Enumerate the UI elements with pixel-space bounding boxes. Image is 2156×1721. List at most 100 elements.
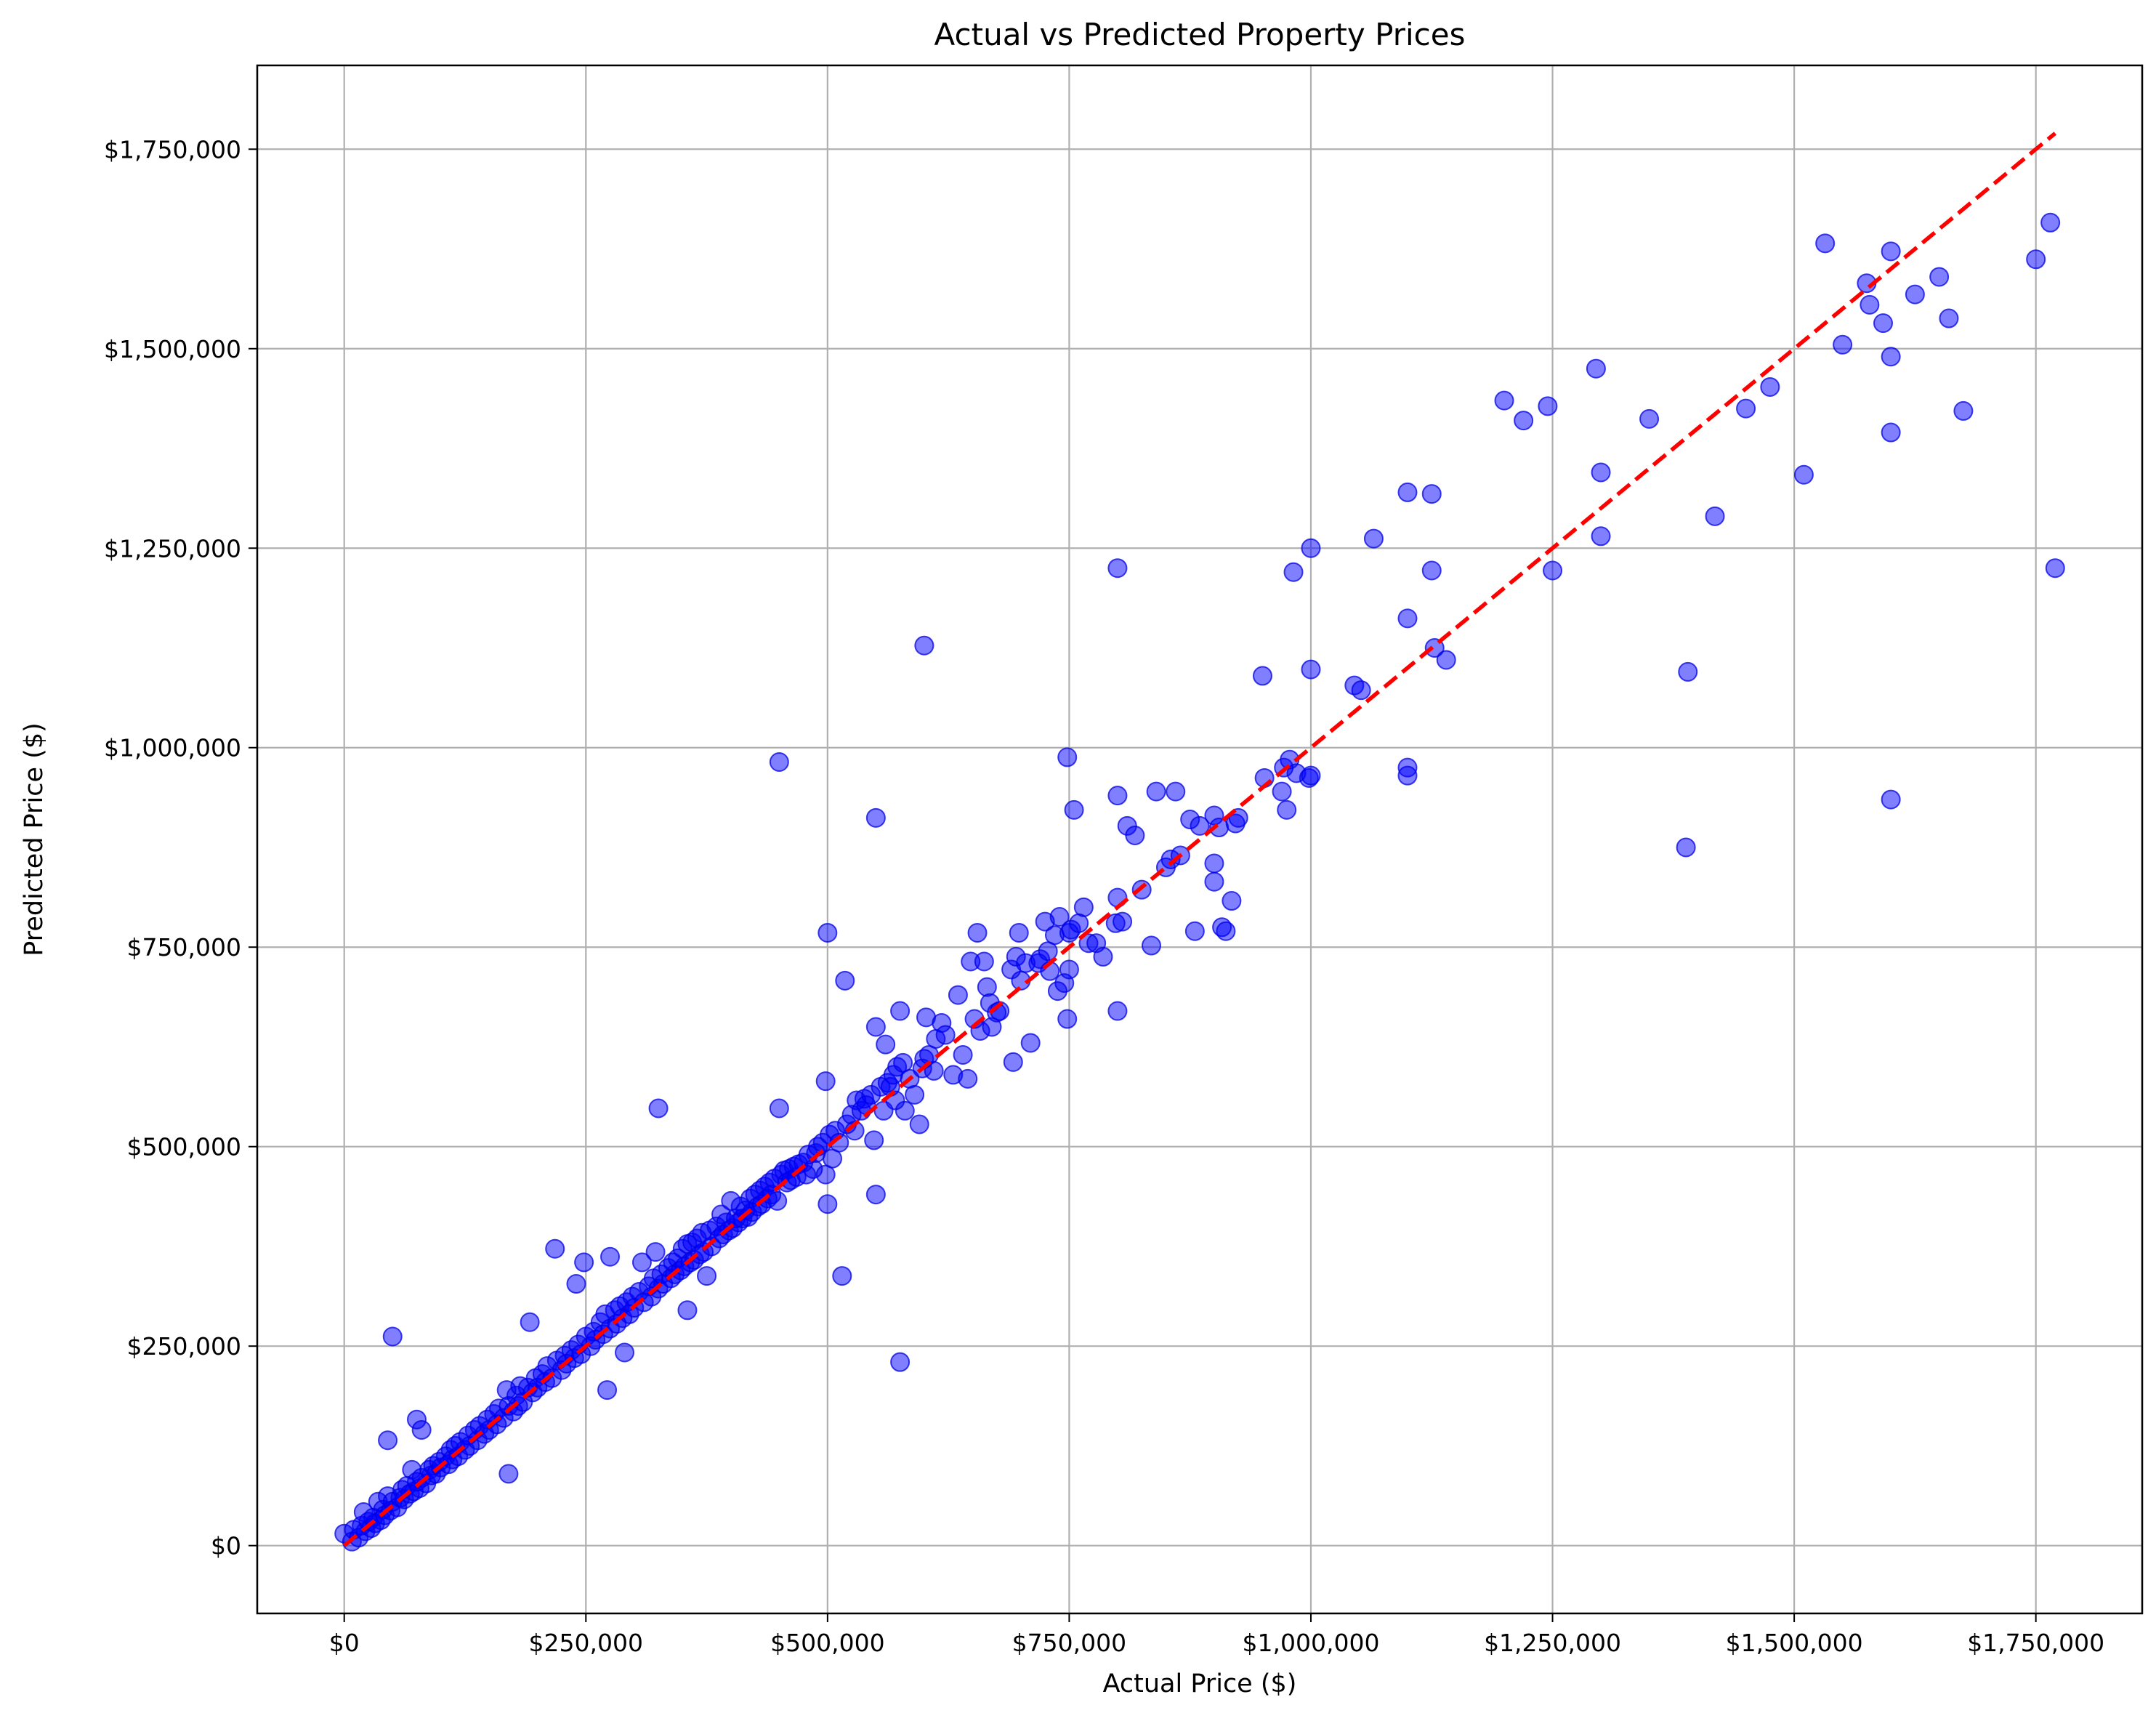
y-axis-label: Predicted Price ($)	[20, 722, 49, 956]
x-tick-label: $750,000	[1012, 1629, 1126, 1657]
data-point	[1166, 781, 1186, 802]
data-point	[1881, 789, 1901, 810]
data-point	[1184, 921, 1205, 941]
data-point	[697, 1266, 717, 1286]
data-point	[769, 1098, 789, 1119]
data-point	[1093, 946, 1113, 967]
data-point	[1397, 482, 1418, 502]
data-point	[1107, 1001, 1128, 1021]
data-point	[1543, 560, 1563, 581]
data-point	[815, 1071, 836, 1092]
data-points	[334, 212, 2065, 1552]
y-tick-label: $750,000	[127, 933, 241, 962]
data-point	[1204, 871, 1224, 892]
data-point	[545, 1238, 565, 1259]
data-point	[1881, 422, 1901, 443]
data-point	[974, 951, 994, 972]
data-point	[958, 1068, 978, 1089]
data-point	[1881, 241, 1901, 262]
data-point	[1301, 659, 1321, 680]
data-point	[382, 1326, 403, 1347]
data-point	[1514, 411, 1534, 431]
data-point	[1057, 1009, 1078, 1029]
data-point	[597, 1380, 618, 1400]
data-point	[924, 1060, 944, 1081]
grid	[257, 65, 2142, 1613]
data-point	[769, 752, 789, 772]
x-axis: $0 $250,000 $500,000 $750,000 $1,000,000 $1,2…	[329, 1613, 2104, 1657]
y-tick-label: $1,250,000	[104, 534, 241, 563]
reference-line	[342, 132, 2057, 1547]
data-point	[1815, 233, 1836, 254]
y-tick-label: $1,000,000	[104, 734, 241, 762]
y-tick-label: $1,500,000	[104, 335, 241, 363]
data-point	[2040, 212, 2061, 233]
data-point	[1678, 661, 1698, 682]
data-point	[498, 1464, 519, 1484]
x-tick-label: $500,000	[770, 1629, 884, 1657]
data-point	[2045, 558, 2065, 579]
data-point	[909, 1114, 929, 1134]
data-point	[1020, 1033, 1041, 1053]
data-point	[1049, 907, 1070, 927]
x-tick-label: $0	[329, 1629, 360, 1657]
data-point	[1676, 837, 1696, 858]
data-point	[1141, 935, 1161, 956]
data-point	[1421, 484, 1442, 504]
data-point	[1939, 308, 1959, 329]
data-point	[1107, 786, 1128, 806]
data-point	[600, 1246, 621, 1267]
data-point	[817, 922, 838, 943]
data-point	[1073, 897, 1094, 917]
y-tick-label: $0	[211, 1532, 241, 1560]
data-point	[1009, 922, 1029, 943]
x-tick-label: $1,000,000	[1243, 1629, 1380, 1657]
data-point	[914, 635, 934, 656]
data-point	[1586, 358, 1606, 379]
data-point	[1222, 891, 1242, 911]
data-point	[1397, 765, 1418, 786]
chart-title: Actual vs Predicted Property Prices	[934, 17, 1466, 52]
x-tick-label: $1,750,000	[1967, 1629, 2104, 1657]
data-point	[1436, 650, 1456, 670]
data-point	[1736, 398, 1756, 419]
data-point	[876, 1034, 896, 1055]
y-tick-label: $250,000	[127, 1332, 241, 1361]
data-point	[1064, 799, 1084, 820]
data-point	[1216, 921, 1236, 941]
data-point	[520, 1312, 540, 1332]
data-point	[1107, 558, 1128, 579]
data-point	[1905, 284, 1925, 305]
data-point	[1363, 528, 1384, 549]
data-point	[411, 1419, 432, 1440]
data-point	[648, 1098, 669, 1119]
data-point	[767, 1190, 788, 1211]
data-point	[1793, 464, 1814, 485]
data-point	[1873, 313, 1893, 334]
y-tick-label: $500,000	[127, 1133, 241, 1161]
data-point	[835, 970, 855, 991]
reference-line-layer	[342, 132, 2057, 1547]
data-point	[935, 1025, 956, 1045]
data-point	[905, 1084, 925, 1105]
data-point	[895, 1100, 915, 1121]
x-tick-label: $1,250,000	[1484, 1629, 1621, 1657]
data-point	[631, 1252, 652, 1273]
data-point	[1252, 666, 1272, 686]
y-axis: $0 $250,000 $500,000 $750,000 $1,000,000 $1,2…	[104, 135, 257, 1560]
data-point	[645, 1242, 666, 1262]
data-point	[1639, 408, 1660, 429]
data-point	[890, 1001, 911, 1021]
data-point	[1003, 1052, 1023, 1072]
data-point	[677, 1300, 698, 1321]
data-point	[1953, 400, 1974, 421]
data-point	[967, 922, 988, 943]
data-point	[1591, 462, 1611, 483]
data-point	[865, 1017, 886, 1037]
plot-frame	[256, 64, 2144, 1615]
data-point	[1351, 680, 1371, 701]
data-point	[953, 1044, 973, 1065]
data-point	[832, 1266, 852, 1286]
data-point	[1833, 334, 1853, 355]
